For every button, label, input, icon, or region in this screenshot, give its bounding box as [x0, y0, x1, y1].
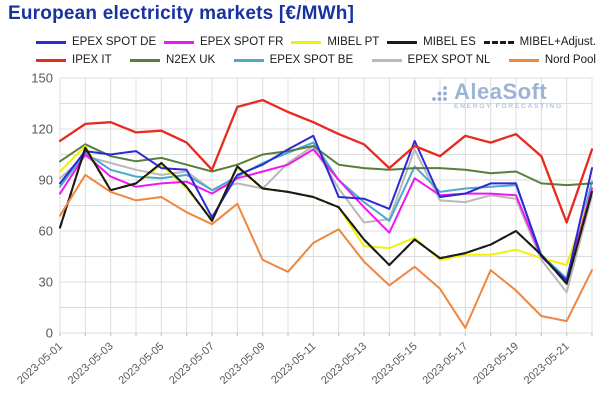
legend-item-epex-spot-fr: EPEX SPOT FR [163, 36, 284, 48]
legend-line-sample-n2ex-uk [130, 58, 161, 62]
legend-label: MIBEL+Adjust. [519, 36, 596, 48]
x-tick-label: 2023-05-15 [370, 340, 420, 387]
x-tick-label: 2023-05-17 [420, 340, 470, 387]
legend-item-n2ex-uk: N2EX UK [130, 54, 215, 66]
legend-line-sample-mibel-pt [291, 40, 322, 44]
y-tick-label: 0 [46, 326, 53, 341]
series-line-epex-spot-be [59, 141, 593, 280]
x-tick-label: 2023-05-11 [269, 340, 318, 386]
legend-line-sample-epex-spot-fr [163, 40, 194, 44]
legend-label: EPEX SPOT DE [72, 36, 157, 48]
legend-row-1: EPEX SPOT DE EPEX SPOT FR MIBEL PT MIBEL ES… [36, 36, 596, 48]
chart-title: European electricity markets [€/MWh] [8, 3, 355, 24]
series-line-ipex-it [58, 98, 594, 224]
legend-line-sample-epex-spot-be [233, 58, 264, 62]
legend-label: MIBEL PT [327, 36, 380, 48]
x-tick-label: 2023-05-19 [471, 340, 521, 387]
aleasoft-logo: AleaSoft ENERGY FORECASTING [430, 79, 563, 111]
gridlines [59, 77, 593, 334]
series-line-mibel-adjust [59, 146, 593, 285]
legend-label: IPEX IT [72, 54, 112, 66]
y-axis-labels: 0 30 60 90 120 150 [31, 71, 53, 341]
legend-item-epex-spot-be: EPEX SPOT BE [233, 54, 354, 66]
legend: EPEX SPOT DE EPEX SPOT FR MIBEL PT MIBEL ES… [36, 36, 596, 72]
legend-item-epex-spot-nl: EPEX SPOT NL [371, 54, 491, 66]
legend-item-mibel-es: MIBEL ES [387, 36, 476, 48]
series-line-nord-pool [59, 173, 593, 329]
legend-item-nord-pool: Nord Pool [508, 54, 596, 66]
y-tick-label: 90 [39, 173, 53, 188]
series-line-epex-spot-de [59, 134, 593, 282]
y-tick-label: 60 [39, 224, 53, 239]
legend-item-ipex-it: IPEX IT [36, 54, 112, 66]
x-tick-label: 2023-05-13 [319, 340, 369, 387]
legend-row-2: IPEX IT N2EX UK EPEX SPOT BE EPEX SPOT NL No… [36, 54, 596, 66]
x-tick-label: 2023-05-07 [167, 340, 217, 387]
legend-line-sample-epex-spot-de [36, 40, 66, 44]
legend-line-sample-mibel-adjust [483, 40, 514, 44]
legend-line-sample-ipex-it [36, 58, 66, 62]
y-tick-label: 150 [31, 71, 53, 86]
x-tick-label: 2023-05-21 [522, 340, 572, 387]
y-tick-label: 120 [31, 122, 53, 137]
legend-line-sample-nord-pool [508, 58, 539, 62]
x-tick-label: 2023-05-05 [116, 340, 166, 387]
legend-label: EPEX SPOT BE [269, 54, 354, 66]
x-tick-label: 2023-05-03 [66, 340, 116, 387]
y-tick-label: 30 [39, 275, 53, 290]
legend-item-mibel-pt: MIBEL PT [291, 36, 379, 48]
logo-dots-icon [432, 86, 447, 101]
logo-text: AleaSoft ENERGY FORECASTING [454, 79, 563, 111]
legend-item-mibel-adjust: MIBEL+Adjust. [483, 36, 596, 48]
legend-line-sample-epex-spot-nl [371, 58, 402, 62]
legend-label: N2EX UK [166, 54, 216, 66]
legend-label: MIBEL ES [423, 36, 476, 48]
logo-tagline: ENERGY FORECASTING [454, 103, 563, 110]
legend-item-epex-spot-de: EPEX SPOT DE [36, 36, 156, 48]
legend-line-sample-mibel-es [387, 40, 418, 44]
legend-label: EPEX SPOT NL [407, 54, 491, 66]
x-axis-ticks [59, 333, 593, 336]
x-tick-label: 2023-05-09 [218, 340, 268, 387]
legend-label: Nord Pool [544, 54, 596, 66]
x-axis-labels: 2023-05-01 2023-05-03 2023-05-05 2023-05-07… [15, 340, 572, 387]
x-tick-label: 2023-05-01 [15, 340, 65, 387]
legend-label: EPEX SPOT FR [199, 36, 284, 48]
logo-name: AleaSoft [454, 79, 548, 104]
